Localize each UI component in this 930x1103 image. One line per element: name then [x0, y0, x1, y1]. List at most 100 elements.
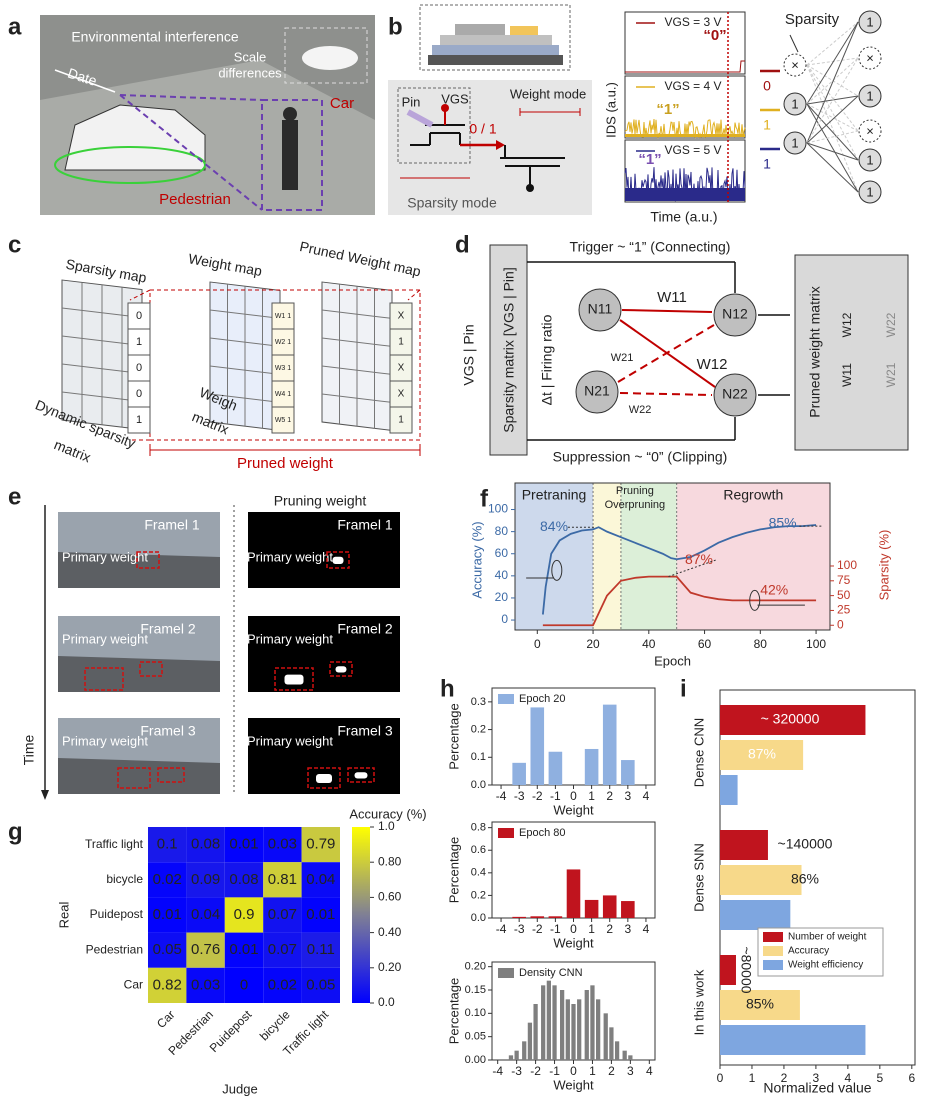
bar: [527, 1022, 533, 1060]
label: 0.00: [465, 1054, 486, 1066]
label: 85%: [769, 515, 797, 531]
line: [668, 559, 716, 578]
cell: [389, 406, 413, 434]
line: [322, 393, 392, 403]
bar: [546, 980, 551, 1060]
label: N12: [722, 306, 748, 322]
label: bicycle: [257, 1007, 293, 1043]
label: 0.0: [378, 995, 395, 1009]
label: W11: [840, 363, 854, 387]
label: 0: [717, 1071, 724, 1085]
label: Car: [124, 978, 143, 992]
cell-label: 0.82: [153, 976, 182, 993]
heat-cell: [186, 827, 225, 863]
label: N22: [722, 386, 748, 402]
label: 3: [813, 1071, 820, 1085]
panel-label: d: [455, 231, 470, 258]
legend-swatch: [763, 932, 783, 942]
label: 1: [763, 156, 771, 172]
label: IDS (a.u.): [603, 82, 618, 138]
node: [578, 288, 622, 332]
label: VGS = 3 V: [664, 15, 721, 29]
label: ~ 320000: [761, 711, 820, 727]
node: [575, 370, 619, 414]
line: [619, 392, 713, 396]
label: Pretraning: [522, 487, 587, 503]
label: 1: [588, 922, 595, 936]
label: -2: [530, 1064, 541, 1078]
label: Judge: [222, 1081, 257, 1096]
label: 1: [866, 14, 873, 29]
legend-swatch: [498, 968, 514, 978]
label: 0.40: [378, 925, 402, 939]
label: W21: [611, 352, 634, 364]
pruned-box: [794, 254, 909, 451]
bar: [590, 985, 595, 1060]
label: 0.4: [471, 867, 486, 879]
label: 75: [837, 573, 851, 587]
layer: [510, 26, 538, 35]
heat-cell: [148, 827, 187, 863]
label: Car: [154, 1007, 178, 1031]
heat-cell: [224, 827, 264, 863]
car: [302, 46, 358, 70]
panel-label: e: [8, 483, 21, 510]
label: W4 1: [275, 391, 291, 398]
box: [326, 551, 350, 569]
label: 2: [606, 922, 613, 936]
label: 1: [866, 152, 873, 167]
label: Weight mode: [510, 86, 586, 101]
label: 1: [136, 414, 142, 426]
heat-cell: [148, 897, 187, 933]
label: Primary weight: [62, 549, 148, 564]
heat-cell: [301, 897, 340, 933]
pedestrian: [282, 120, 298, 190]
label: 1: [136, 336, 142, 348]
heat-cell: [263, 862, 302, 898]
label: -2: [532, 789, 543, 803]
connector: [129, 289, 421, 441]
line: [806, 21, 859, 144]
label: -3: [514, 922, 525, 936]
label: 1: [398, 415, 404, 426]
label: “0”: [703, 27, 726, 44]
label: 1.0: [378, 819, 395, 833]
bar: [720, 955, 736, 985]
label: Suppression ~ “0” (Clipping): [553, 449, 728, 465]
heat-cell: [148, 932, 187, 968]
label: -4: [496, 922, 507, 936]
panel-label: h: [440, 675, 455, 702]
label: 0: [534, 637, 541, 651]
suv: [64, 104, 206, 171]
line: [806, 57, 859, 105]
line: [806, 64, 859, 193]
line: [322, 365, 392, 375]
label: Epoch: [654, 653, 691, 668]
marker: [551, 559, 563, 581]
region: [593, 483, 621, 630]
label: VGS = 4 V: [664, 79, 721, 93]
label: 0.3: [471, 696, 486, 708]
node: [713, 293, 757, 337]
label: N11: [588, 301, 613, 317]
cell-label: 0: [240, 976, 248, 993]
line: [789, 34, 799, 53]
cell-label: 0.07: [268, 941, 297, 958]
label: 0.0: [471, 912, 486, 924]
blob: [284, 674, 304, 685]
bar: [603, 1013, 608, 1060]
cell-label: 0.79: [306, 836, 335, 853]
line-series: [541, 524, 817, 615]
cell-label: 0.09: [191, 871, 220, 888]
cell-label: 0.01: [306, 906, 335, 923]
bar: [548, 751, 563, 785]
label: 2: [606, 789, 613, 803]
heat-cell: [301, 967, 340, 1003]
grid-map: [321, 281, 393, 431]
box: [274, 667, 314, 691]
label: 3: [627, 1064, 634, 1078]
legend-label: Accuracy: [788, 946, 829, 957]
label: 0.10: [465, 1007, 486, 1019]
heat-cell: [263, 967, 302, 1003]
